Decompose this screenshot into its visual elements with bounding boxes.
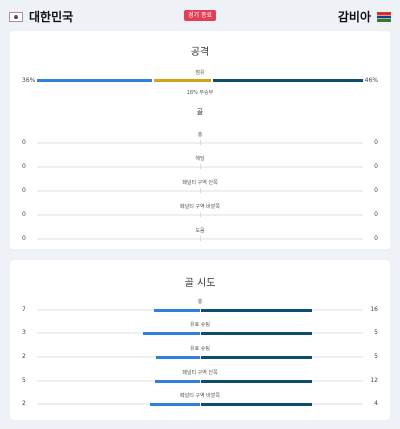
goal-row-away-value: 0 (374, 163, 378, 170)
match-header: 대한민국 경기 종료 감비아 (0, 0, 400, 30)
home-team[interactable]: 대한민국 (9, 8, 73, 25)
shot-row-away-bar (201, 308, 312, 312)
shot-row-away-value: 16 (370, 306, 378, 313)
shot-row-track (37, 356, 363, 358)
shot-row-home-value: 2 (22, 400, 26, 407)
goal-row-label: 헤딩 (195, 156, 205, 162)
draw-caption: 18% 무승부 (186, 90, 214, 96)
goal-row-away-value: 0 (374, 211, 378, 218)
shot-row-away-bar (201, 355, 312, 359)
shot-row-away-value: 4 (374, 400, 378, 407)
shot-row-label: 페널티 구역 바깥쪽 (180, 393, 220, 399)
goal-row-center-mark (200, 188, 201, 193)
shots-section-title: 골 시도 (184, 278, 216, 289)
goal-row-center-mark (200, 140, 201, 145)
goal-row-center-mark (200, 212, 201, 217)
possession-draw-segment (154, 79, 212, 82)
shot-row-home-value: 2 (22, 353, 26, 360)
shot-row-home-bar (143, 331, 200, 335)
shot-row-track (37, 309, 363, 311)
goal-row-home-value: 0 (22, 163, 26, 170)
shot-row-label: 유효 슈팅 (190, 322, 210, 328)
possession-home-value: 36% (22, 77, 36, 84)
gambia-flag-icon (377, 11, 391, 22)
possession-away-segment (213, 79, 363, 82)
goal-row-center-mark (200, 236, 201, 241)
away-team[interactable]: 감비아 (338, 8, 391, 25)
shot-row-away-value: 12 (370, 377, 378, 384)
goal-row-home-value: 0 (22, 139, 26, 146)
shot-row-label: 총 (197, 299, 203, 305)
goal-row-label: 페널티 구역 안쪽 (182, 180, 218, 186)
korea-flag-icon (9, 11, 23, 22)
attack-stats-card: 공격 점유 36% 46% 18% 무승부 골 총 0 0 헤딩 0 0 페널티 구역 안쪽… (10, 31, 390, 249)
shot-row-away-value: 5 (374, 329, 378, 336)
goal-row-home-value: 0 (22, 211, 26, 218)
shot-row-away-bar (201, 402, 312, 406)
shot-row-home-bar (149, 402, 200, 406)
shot-row-away-value: 5 (374, 353, 378, 360)
goal-row-label: 도움 (195, 228, 205, 234)
shot-row-track (37, 403, 363, 405)
goal-row-away-value: 0 (374, 139, 378, 146)
possession-away-value: 46% (364, 77, 378, 84)
goal-row-away-value: 0 (374, 187, 378, 194)
goal-row-center-mark (200, 164, 201, 169)
shot-row-home-bar (153, 308, 200, 312)
shot-row-home-value: 5 (22, 377, 26, 384)
attack-section-title: 공격 (190, 47, 210, 58)
goal-row-home-value: 0 (22, 235, 26, 242)
shot-row-away-bar (201, 379, 312, 383)
shot-row-label: 페널티 구역 안쪽 (182, 370, 218, 376)
shot-attempts-card: 골 시도 총 7 16 유효 슈팅 3 5 유효 슈팅 2 5 페널티 구역 안쪽 5 12 페널티 구… (10, 260, 390, 420)
goal-row-label: 총 (197, 132, 203, 138)
possession-home-segment (37, 79, 153, 82)
shot-row-home-bar (156, 355, 200, 359)
shot-row-home-value: 3 (22, 329, 26, 336)
goal-row-label: 페널티 구역 바깥쪽 (180, 204, 220, 210)
home-team-name: 대한민국 (29, 10, 74, 24)
shot-row-track (37, 332, 363, 334)
shot-row-track (37, 380, 363, 382)
shot-row-label: 유효 슈팅 (190, 346, 210, 352)
possession-label: 점유 (195, 70, 205, 76)
goal-row-away-value: 0 (374, 235, 378, 242)
away-team-name: 감비아 (337, 10, 371, 24)
shot-row-home-value: 7 (22, 306, 26, 313)
shot-row-away-bar (201, 331, 312, 335)
goal-row-home-value: 0 (22, 187, 26, 194)
shot-row-home-bar (155, 379, 200, 383)
possession-bar (37, 79, 363, 82)
goals-section-title: 골 (196, 108, 204, 116)
match-status-badge: 경기 종료 (184, 10, 216, 21)
